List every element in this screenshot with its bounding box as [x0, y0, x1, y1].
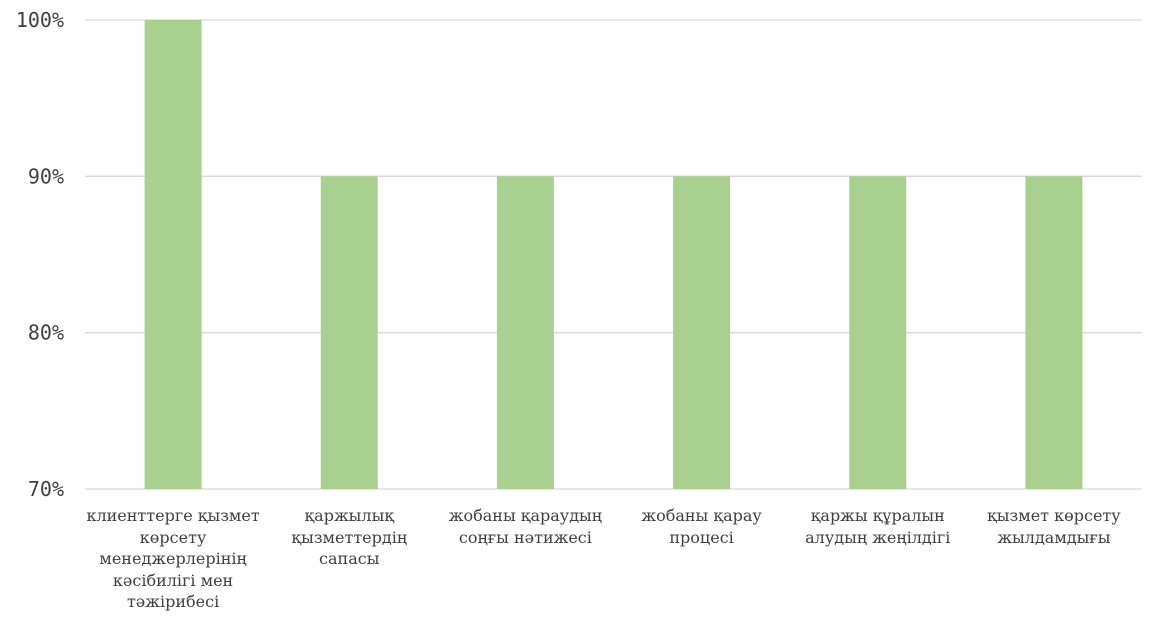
bar	[496, 176, 554, 490]
y-tick-label: 80%	[28, 321, 64, 345]
x-category-label: жобаны қараудың соңғы нәтижесі	[448, 506, 603, 547]
x-category-label: клиенттерге қызмет көрсету менеджерлерін…	[86, 506, 260, 611]
bar	[673, 176, 731, 490]
bar	[849, 176, 907, 490]
x-category-label: қызмет көрсету жылдамдығы	[987, 506, 1121, 547]
y-tick-label: 90%	[28, 164, 64, 188]
y-axis-tick-labels: 70% 80% 90% 100%	[16, 8, 64, 501]
bar	[320, 176, 378, 490]
bar	[144, 20, 202, 489]
y-tick-label: 70%	[28, 477, 64, 501]
x-category-label: жобаны қарау процесі	[641, 506, 762, 547]
y-tick-label: 100%	[16, 8, 64, 32]
x-category-label: қаржы құралын алудың жеңілдігі	[805, 506, 951, 547]
bars	[144, 20, 1083, 490]
bar	[1025, 176, 1083, 490]
x-category-label: қаржылық қызметтердің сапасы	[291, 506, 408, 568]
grid-lines	[85, 19, 1142, 490]
